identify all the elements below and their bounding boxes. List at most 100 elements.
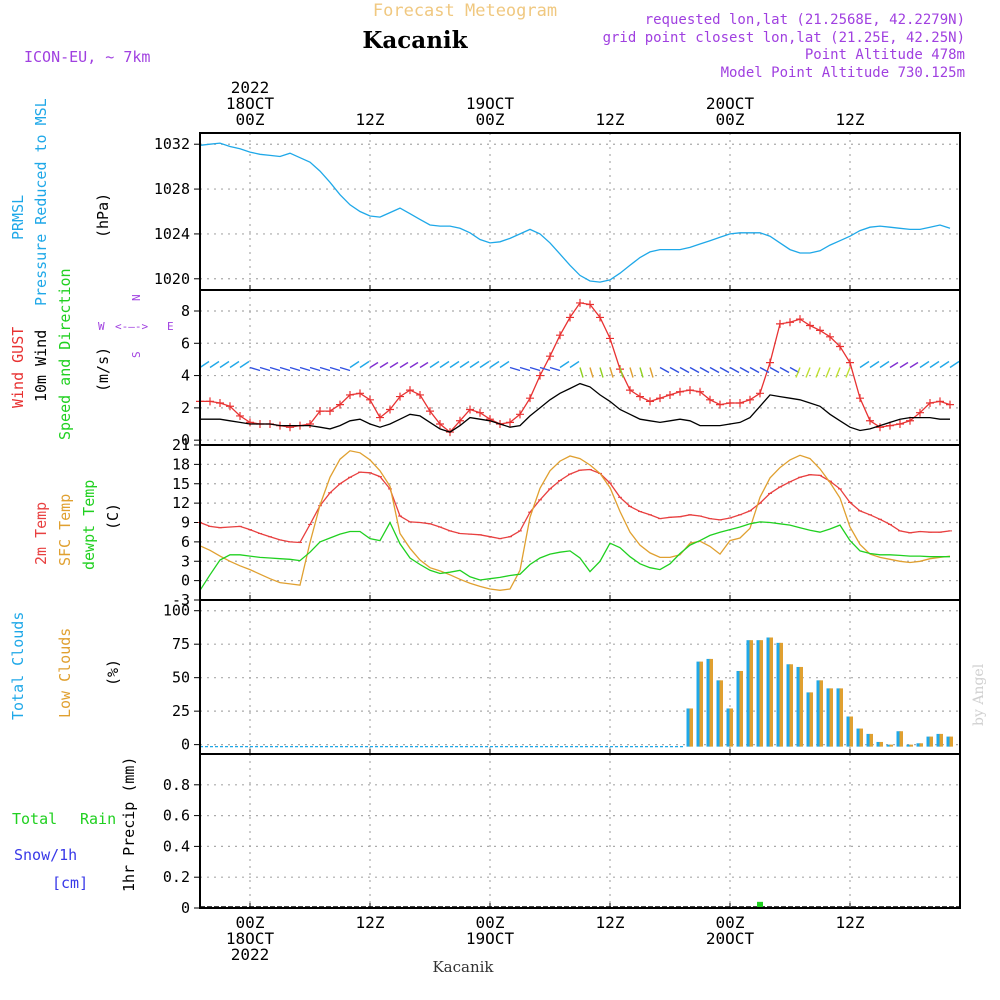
wind-direction-arrow: [579, 367, 584, 378]
total-cloud-bar: [896, 731, 901, 747]
wind-direction-arrow: [939, 360, 950, 369]
gust-marker: [386, 405, 394, 414]
y-tick-label: 0.4: [163, 837, 190, 855]
low-cloud-bar: [859, 728, 863, 747]
wind-direction-arrow: [739, 366, 750, 374]
gust-marker: [306, 420, 314, 429]
y-tick-label: 0.2: [163, 868, 190, 886]
bottom-time-label: 12Z: [596, 913, 625, 932]
wind-direction-arrow: [779, 366, 790, 374]
gust-marker: [216, 399, 224, 408]
wind-direction-arrow: [889, 361, 899, 369]
gust-marker: [916, 408, 924, 417]
series-line-dewpt-temp: [199, 521, 950, 591]
total-cloud-bar: [876, 741, 881, 747]
low-cloud-bar: [939, 733, 943, 747]
gust-marker: [416, 390, 424, 399]
gridpoint-coords: grid point closest lon,lat (21.25E, 42.2…: [603, 30, 965, 46]
wind-direction-arrow: [909, 361, 919, 369]
gust-marker: [786, 318, 794, 327]
bottom-time-label: 00Z: [716, 913, 745, 932]
gust-marker: [726, 399, 734, 408]
low-cloud-bar: [869, 733, 873, 747]
wind-direction-arrow: [629, 367, 634, 378]
gust-marker: [236, 411, 244, 420]
low-cloud-bar: [819, 680, 823, 747]
series-line-wind: [200, 382, 950, 433]
wind-direction-arrow: [309, 366, 321, 372]
wind-direction-arrow: [729, 366, 740, 374]
low-cloud-bar: [759, 640, 763, 747]
wind-gust-label: Wind GUST: [9, 327, 27, 408]
temp-dewpt-label: dewpt Temp: [80, 480, 98, 570]
total-cloud-bar: [826, 688, 831, 747]
wind-direction-arrow: [825, 367, 831, 378]
temp-sfc-label: SFC Temp: [56, 494, 74, 566]
wind-direction-arrow: [409, 361, 419, 369]
wind-direction-arrow: [949, 360, 960, 369]
low-cloud-bar: [729, 708, 733, 747]
total-cloud-bar: [776, 642, 781, 747]
bottom-time-label: 19OCT: [466, 929, 515, 948]
pressure-label-msl: Pressure Reduced to MSL: [32, 98, 50, 306]
gust-marker: [556, 331, 564, 340]
requested-coords: requested lon,lat (21.2568E, 42.2279N): [645, 12, 965, 28]
y-tick-label: 15: [172, 475, 190, 493]
compass-east: E: [167, 320, 174, 333]
panel-frame: [199, 753, 961, 909]
wind-direction-arrow: [795, 367, 801, 378]
compass-south: S: [130, 351, 143, 358]
gust-marker: [506, 418, 514, 427]
low-cloud-bar: [899, 731, 903, 747]
wind-compass: W <-–-> E N S: [98, 294, 174, 358]
bottom-time-label: 00Z: [236, 913, 265, 932]
gust-marker: [946, 400, 954, 409]
total-cloud-bar: [946, 736, 951, 747]
y-tick-label: 4: [181, 367, 190, 385]
y-tick-label: 0: [181, 431, 190, 449]
low-cloud-bar: [709, 658, 713, 747]
gust-marker: [476, 408, 484, 417]
bottom-time-label: 2022: [231, 945, 270, 964]
gust-marker: [346, 390, 354, 399]
y-tick-label: 6: [181, 334, 190, 352]
bottom-time-label: 18OCT: [226, 929, 275, 948]
gust-marker: [426, 407, 434, 416]
wind-direction-arrow: [469, 360, 480, 369]
gust-marker: [716, 400, 724, 409]
top-time-label: 18OCT: [226, 94, 275, 113]
pressure-unit: (hPa): [94, 193, 112, 238]
low-cloud-bar: [719, 680, 723, 747]
low-cloud-bar: [839, 688, 843, 747]
gust-marker: [666, 390, 674, 399]
precip-rain-label: Rain: [80, 810, 116, 828]
wind-direction-arrow: [379, 361, 389, 369]
panel-frame: [199, 132, 961, 291]
point-altitude: Point Altitude 478m: [805, 47, 965, 63]
gust-marker: [936, 397, 944, 406]
wind-direction-arrow: [419, 361, 429, 369]
model-altitude: Model Point Altitude 730.125m: [721, 65, 965, 81]
wind-direction-arrow: [449, 360, 460, 369]
gust-marker: [586, 300, 594, 309]
top-time-label: 20OCT: [706, 94, 755, 113]
wind-direction-arrow: [439, 360, 450, 369]
gust-marker: [736, 399, 744, 408]
gust-marker: [566, 313, 574, 322]
precip-unit: 1hr Precip (mm): [120, 757, 138, 892]
gust-marker: [866, 416, 874, 425]
gust-marker: [826, 332, 834, 341]
wind-direction-arrow: [859, 360, 870, 369]
gust-marker: [396, 392, 404, 401]
wind-direction-arrow: [299, 366, 311, 372]
wind-direction-arrow: [279, 366, 291, 372]
total-cloud-bar: [926, 736, 931, 747]
wind-direction-arrow: [399, 361, 409, 369]
wind-direction-arrow: [229, 360, 240, 369]
total-cloud-bar: [916, 743, 921, 747]
low-cloud-bar: [879, 741, 883, 747]
wind-direction-arrow: [609, 367, 614, 378]
wind-speed-dir-label: Speed and Direction: [56, 268, 74, 440]
wind-direction-arrow: [679, 366, 690, 374]
top-time-label: 12Z: [596, 110, 625, 129]
